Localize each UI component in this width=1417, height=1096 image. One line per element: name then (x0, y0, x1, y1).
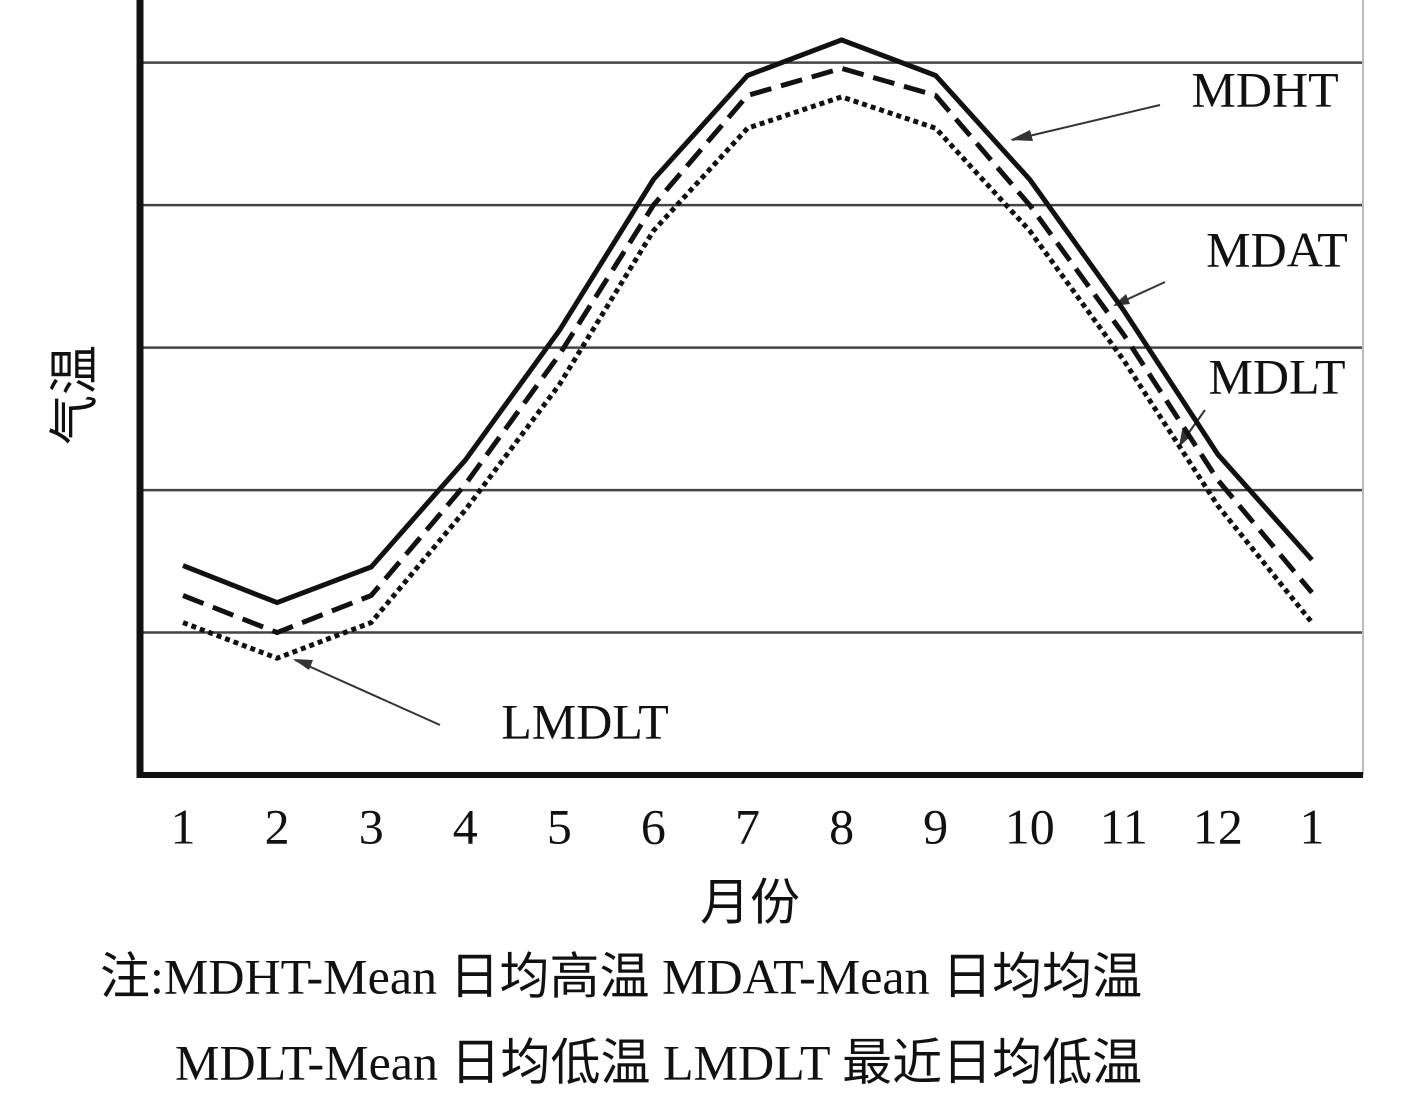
x-tick-label: 1 (171, 798, 196, 854)
x-tick-label: 10 (1005, 798, 1055, 854)
x-tick-label: 12 (1193, 798, 1243, 854)
x-tick-label: 4 (453, 798, 478, 854)
y-axis-label: 气温 (46, 345, 102, 445)
x-tick-label: 2 (265, 798, 290, 854)
arrowheads (293, 130, 1191, 670)
series-label: MDHT (1191, 61, 1338, 117)
x-tick-label: 11 (1100, 798, 1148, 854)
line-series (182, 37, 1314, 606)
arrows (294, 104, 1206, 726)
note: 注:MDHT-Mean 日均高温 MDAT-Mean 日均均温 (100, 948, 1142, 1004)
series-label: MDLT (1208, 348, 1345, 404)
x-axis-label: 月份 (700, 874, 800, 930)
arrowhead (293, 659, 313, 670)
x-tick-label: 6 (641, 798, 666, 854)
x-tick-label: 5 (547, 798, 572, 854)
x-tick-label: 8 (829, 798, 854, 854)
arrowhead (1010, 130, 1033, 141)
arrow (1011, 104, 1161, 141)
x-tick-label: 1 (1299, 798, 1324, 854)
annotation: LMDLT (501, 693, 669, 749)
arrow (294, 659, 441, 726)
line-series (182, 65, 1314, 636)
x-tick-label: 7 (735, 798, 760, 854)
line-series (182, 94, 1314, 661)
x-tick-label: 9 (923, 798, 948, 854)
x-tick-label: 3 (359, 798, 384, 854)
note: MDLT-Mean 日均低温 LMDLT 最近日均低温 (175, 1034, 1142, 1090)
series-label: MDAT (1206, 221, 1348, 277)
